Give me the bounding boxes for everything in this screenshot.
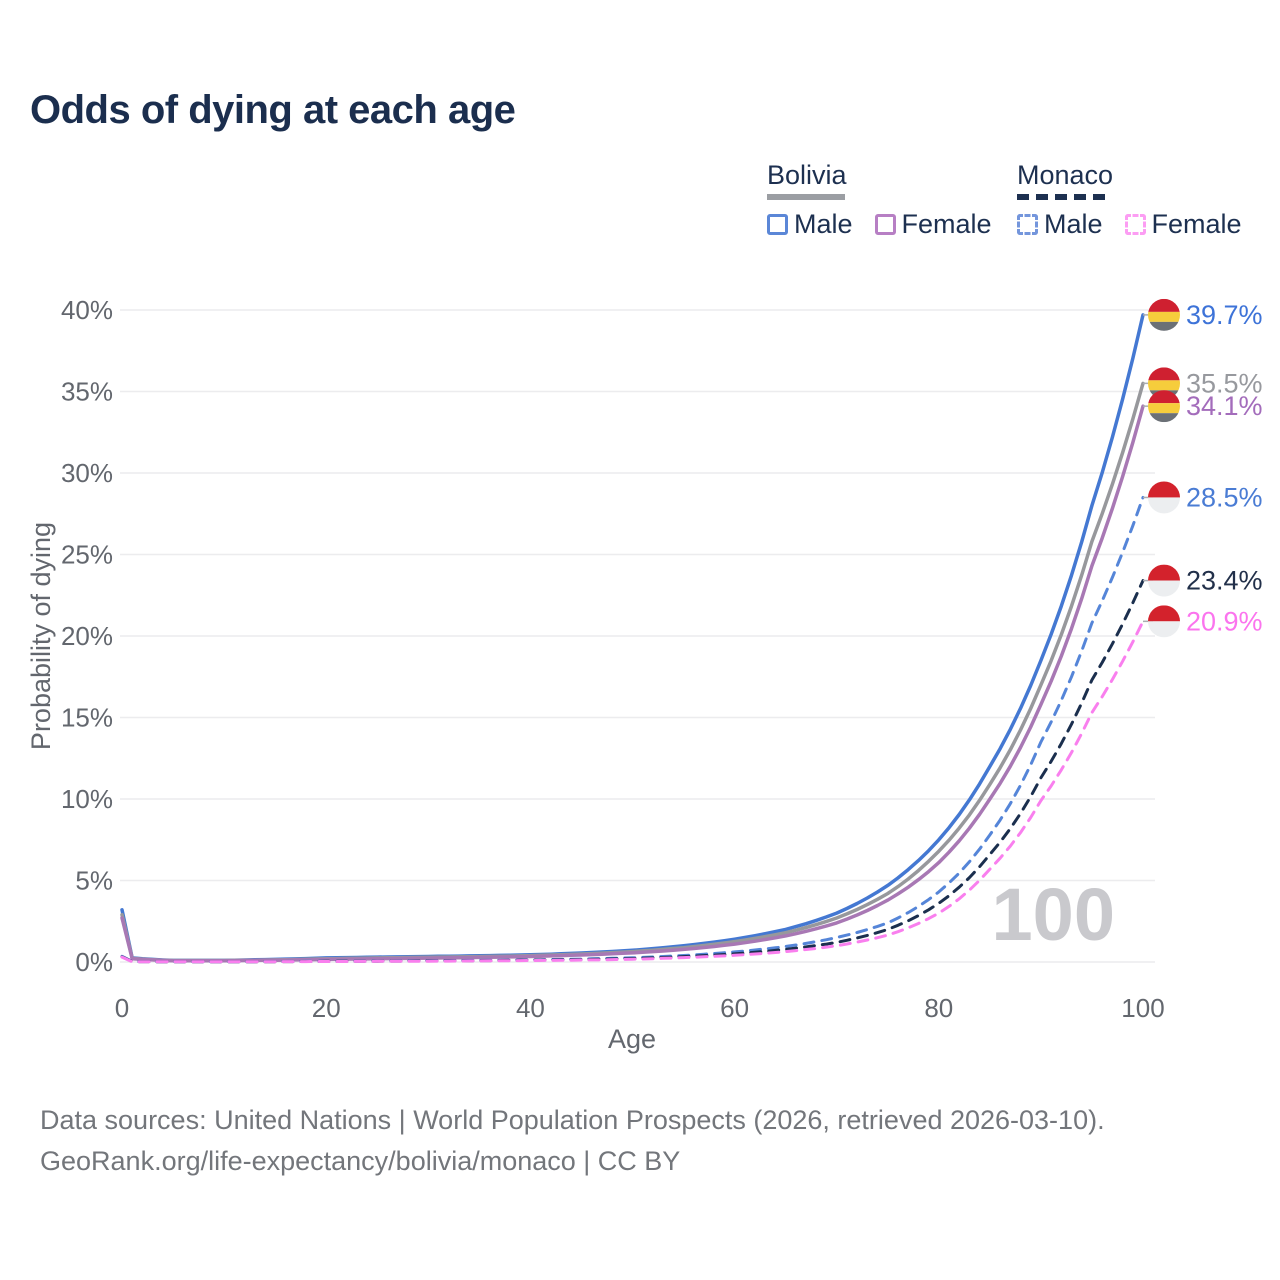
end-value-label-monaco-both-sexes: 23.4%: [1186, 566, 1263, 596]
end-value-label-bolivia-both-sexes: 35.5%: [1186, 368, 1263, 398]
legend-item-label: Female: [901, 209, 992, 239]
flag-stripe: [1148, 621, 1180, 638]
footer-data-sources: Data sources: United Nations | World Pop…: [40, 1105, 1105, 1135]
monaco-male-swatch-icon: [1017, 214, 1038, 235]
series-line-monaco-male[interactable]: [120, 495, 1145, 964]
page-title: Odds of dying at each age: [30, 88, 516, 132]
end-value-label-monaco-female: 20.9%: [1186, 606, 1263, 636]
legend-item-label: Male: [794, 209, 853, 239]
x-tick-label: 40: [516, 993, 545, 1023]
series-line-bolivia-both-sexes[interactable]: [120, 381, 1145, 963]
flag-stripe: [1148, 497, 1180, 514]
y-tick-label: 15%: [61, 703, 113, 733]
flag-stripe: [1148, 390, 1180, 404]
x-tick-label: 80: [924, 993, 953, 1023]
bolivia-male-swatch-icon: [767, 214, 788, 235]
bolivia-flag-icon: [1148, 390, 1180, 423]
legend-country-bolivia: Bolivia: [767, 160, 847, 190]
flag-stripe: [1148, 580, 1180, 597]
y-tick-label: 30%: [61, 458, 113, 488]
end-value-label-monaco-male: 28.5%: [1186, 482, 1263, 512]
legend-item-monaco-female[interactable]: Female: [1124, 209, 1242, 240]
y-tick-label: 35%: [61, 377, 113, 407]
x-tick-label: 0: [115, 993, 129, 1023]
flag-stripe: [1148, 605, 1180, 622]
flag-stripe: [1148, 380, 1180, 391]
monaco-flag-icon: [1148, 481, 1180, 514]
series-line-bolivia-female[interactable]: [120, 404, 1145, 963]
y-tick-label: 20%: [61, 621, 113, 651]
monaco-female-swatch-icon: [1124, 214, 1146, 235]
flag-stripe: [1148, 367, 1180, 381]
hover-age-watermark: 100: [992, 873, 1115, 956]
footer-attribution: GeoRank.org/life-expectancy/bolivia/mona…: [40, 1146, 681, 1176]
x-tick-label: 20: [312, 993, 341, 1023]
flag-stripe: [1148, 298, 1180, 312]
flag-stripe: [1148, 564, 1180, 581]
legend-country-monaco: Monaco: [1017, 160, 1114, 190]
legend-underline-bolivia: [767, 194, 845, 200]
legend-item-label: Female: [1151, 209, 1242, 239]
bolivia-flag-icon: [1148, 298, 1180, 331]
flag-stripe: [1148, 403, 1180, 414]
legend-group-bolivia: Bolivia Male Female: [767, 160, 992, 240]
legend-item-monaco-male[interactable]: Male: [1017, 209, 1103, 240]
end-value-label-bolivia-male: 39.7%: [1186, 300, 1263, 330]
y-tick-label: 40%: [61, 295, 113, 325]
y-tick-label: 10%: [61, 784, 113, 814]
legend-item-bolivia-male[interactable]: Male: [767, 209, 853, 240]
series-line-monaco-female[interactable]: [120, 619, 1145, 964]
legend-item-label: Male: [1044, 209, 1103, 239]
footer: Data sources: United Nations | World Pop…: [40, 1100, 1105, 1182]
monaco-flag-icon: [1148, 605, 1180, 638]
legend-item-bolivia-female[interactable]: Female: [874, 209, 992, 240]
chart-legend: Bolivia Male Female Monaco Male Female: [0, 160, 1280, 250]
flag-stripe: [1148, 311, 1180, 322]
y-tick-label: 25%: [61, 540, 113, 570]
x-tick-label: 60: [720, 993, 749, 1023]
legend-group-monaco: Monaco Male Female: [1017, 160, 1242, 240]
bolivia-female-swatch-icon: [874, 214, 896, 235]
legend-underline-monaco: [1017, 194, 1105, 200]
series-line-bolivia-male[interactable]: [120, 313, 1145, 963]
y-tick-label: 5%: [75, 866, 113, 896]
monaco-flag-icon: [1148, 564, 1180, 597]
x-tick-label: 100: [1121, 993, 1164, 1023]
x-axis-title: Age: [608, 1024, 656, 1054]
flag-stripe: [1148, 481, 1180, 498]
y-tick-label: 0%: [75, 947, 113, 977]
series-line-monaco-both-sexes[interactable]: [120, 579, 1145, 964]
flag-stripe: [1148, 321, 1180, 331]
end-value-label-bolivia-female: 34.1%: [1186, 391, 1263, 421]
y-axis-title: Probability of dying: [26, 522, 56, 750]
flag-stripe: [1148, 413, 1180, 423]
